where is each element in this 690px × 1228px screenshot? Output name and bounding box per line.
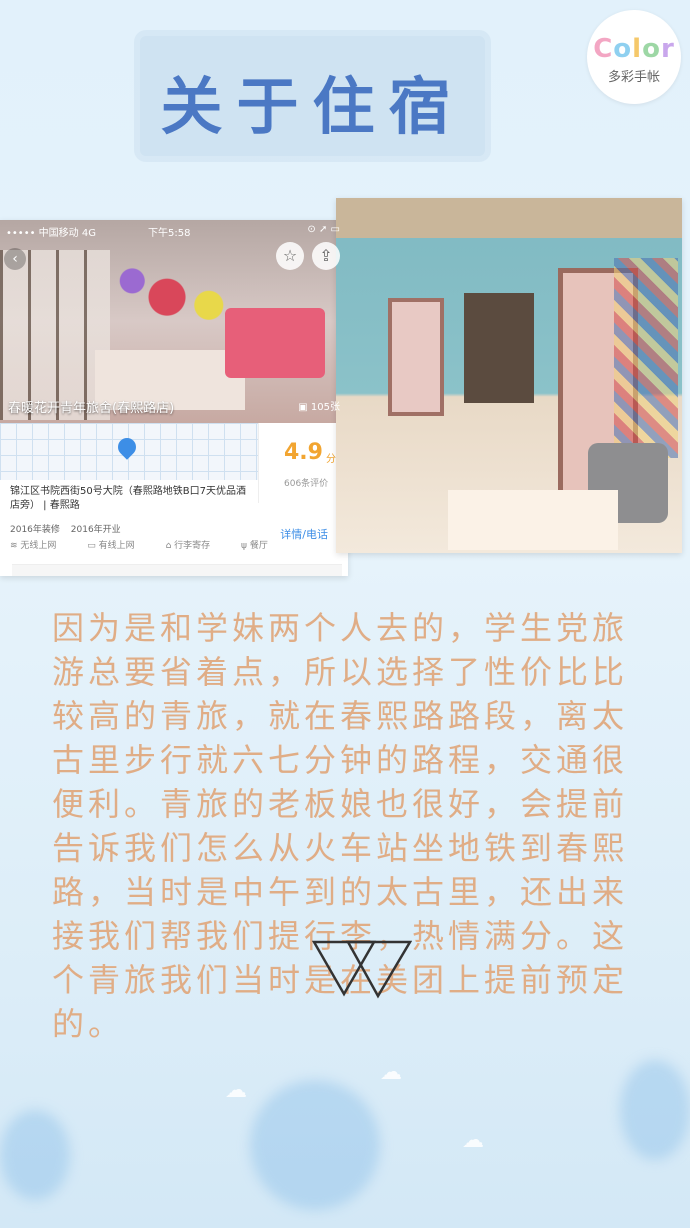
ethernet-icon: ▭ 有线上网 <box>87 541 135 551</box>
door-decoration <box>388 298 444 416</box>
renovation-year: 2016年装修 <box>10 525 60 535</box>
restaurant-icon: ψ 餐厅 <box>241 541 268 551</box>
clock-label: 下午5:58 <box>148 228 191 239</box>
hotel-app-screenshot: ••••• 中国移动 4G 下午5:58 ⊙ ➚ ▭ ‹ ☆ ⇪ 春暖花开青年旅… <box>0 220 348 576</box>
facility-label: 行李寄存 <box>174 541 211 551</box>
cloud-icon: ☁ <box>380 1060 402 1085</box>
facility-label: 无线上网 <box>20 541 57 551</box>
table-decoration <box>95 350 245 410</box>
bokeh-decoration <box>620 1060 690 1160</box>
luggage-icon: ⌂ 行李寄存 <box>165 541 211 551</box>
window-decoration <box>0 250 110 420</box>
triangle-decoration-icon <box>312 940 412 999</box>
logo-letter: C <box>593 34 614 64</box>
carrier-label: ••••• 中国移动 4G <box>6 228 96 239</box>
opening-year: 2016年开业 <box>70 525 121 535</box>
wifi-icon: ≋ 无线上网 <box>10 541 57 551</box>
back-icon[interactable]: ‹ <box>4 248 26 270</box>
photo-wall-decoration <box>614 258 678 458</box>
status-icons: ⊙ ➚ ▭ <box>307 224 340 235</box>
logo-letter: o <box>613 34 633 64</box>
sofa-decoration <box>225 308 325 378</box>
divider <box>258 423 259 503</box>
cloud-icon: ☁ <box>225 1078 247 1103</box>
hotel-meta: 2016年装修 2016年开业 <box>10 522 129 535</box>
logo-letter: r <box>660 34 675 64</box>
title-banner: 关于住宿 <box>140 36 485 156</box>
logo-letter: l <box>632 34 643 64</box>
logo-letter: o <box>642 34 661 64</box>
cloud-icon: ☁ <box>462 1128 484 1153</box>
facility-list: ≋ 无线上网 ▭ 有线上网 ⌂ 行李寄存 ψ 餐厅 <box>10 538 296 551</box>
bench-decoration <box>448 490 618 550</box>
photo-count[interactable]: ▣ 105张 <box>298 402 340 413</box>
corridor-decoration <box>464 293 534 403</box>
rating-unit: 分 <box>326 454 336 465</box>
star-icon[interactable]: ☆ <box>276 242 304 270</box>
facility-label: 有线上网 <box>98 541 135 551</box>
details-phone-link[interactable]: 详情/电话 <box>280 528 328 541</box>
share-icon[interactable]: ⇪ <box>312 242 340 270</box>
review-count[interactable]: 606条评价 <box>284 479 329 489</box>
rating-score: 4.9 <box>284 440 323 465</box>
logo-word: Color <box>587 34 681 64</box>
hotel-name: 春暖花开青年旅舍(春熙路店) <box>8 401 175 416</box>
photo-count-label: 105张 <box>310 402 340 413</box>
hotel-address: 锦江区书院西街50号大院（春熙路地铁B口7天优品酒店旁） | 春熙路 <box>10 486 246 511</box>
bokeh-decoration <box>250 1080 380 1210</box>
page-title: 关于住宿 <box>160 70 465 143</box>
brand-logo: Color 多彩手帐 <box>587 10 681 104</box>
story-text: 因为是和学妹两个人去的，学生党旅游总要省着点，所以选择了性价比比较高的青旅，就在… <box>52 609 629 1043</box>
hostel-interior-photo <box>336 198 682 553</box>
status-bar: ••••• 中国移动 4G 下午5:58 ⊙ ➚ ▭ <box>0 220 348 240</box>
logo-subtitle: 多彩手帐 <box>607 70 660 85</box>
ceiling <box>336 198 682 238</box>
bokeh-decoration <box>0 1110 70 1200</box>
card-bottom-edge <box>12 564 342 576</box>
facility-label: 餐厅 <box>249 541 268 551</box>
